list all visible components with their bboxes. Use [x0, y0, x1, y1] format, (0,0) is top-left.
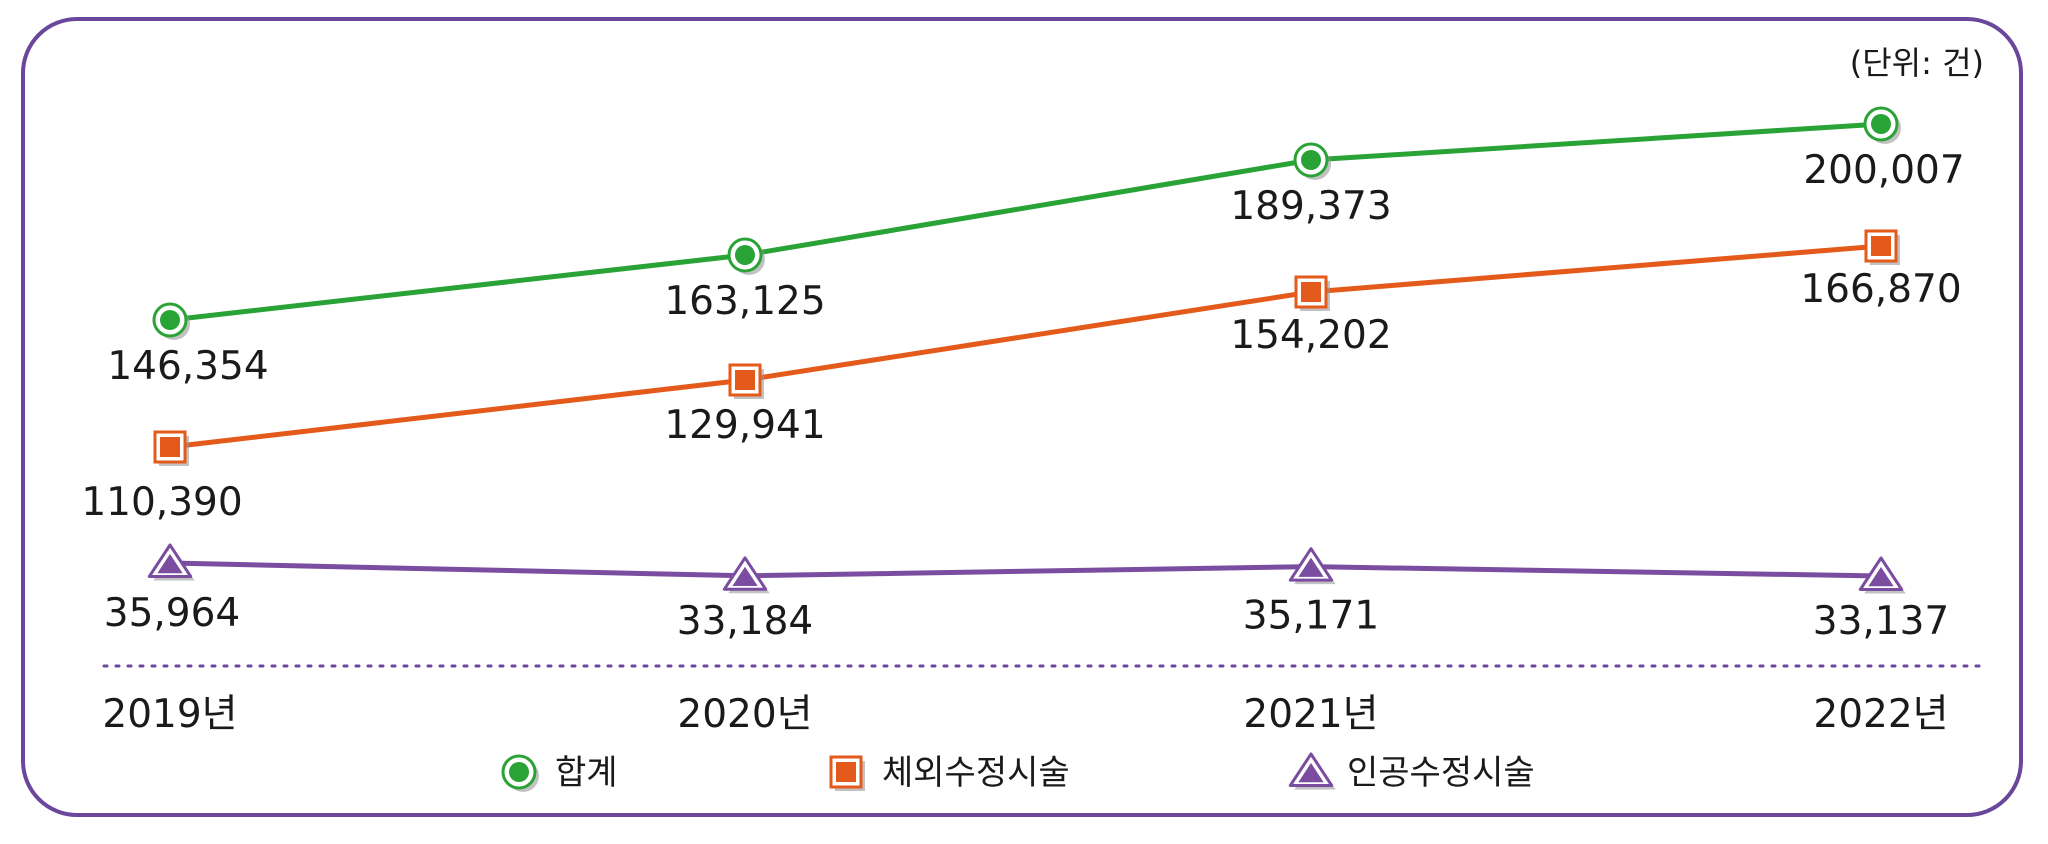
data-point-marker: [147, 543, 195, 581]
data-point-marker: [153, 430, 189, 466]
data-point-marker: [728, 363, 764, 399]
data-label: 154,202: [1230, 313, 1391, 358]
data-label: 33,184: [677, 599, 813, 644]
data-label: 200,007: [1803, 148, 1964, 193]
x-tick-label: 2019년: [102, 692, 237, 737]
data-label: 129,941: [664, 403, 825, 448]
legend-marker: [1288, 752, 1336, 790]
data-label: 35,964: [104, 591, 240, 636]
data-label: 146,354: [107, 344, 268, 389]
unit-label: (단위: 건): [1849, 44, 1984, 82]
legend-label: 체외수정시술: [882, 753, 1070, 793]
series-line-3: [169, 560, 1882, 579]
data-point-marker: [1864, 229, 1900, 265]
data-point-marker: [152, 302, 190, 340]
legend-label: 인공수정시술: [1347, 753, 1535, 793]
data-label: 163,125: [664, 279, 825, 324]
data-point-marker: [1863, 106, 1901, 144]
legend-item: 체외수정시술: [829, 753, 1070, 793]
legend-marker: [501, 754, 539, 792]
legend-item: 인공수정시술: [1288, 752, 1535, 793]
series-line-1: [169, 121, 1882, 323]
data-point-marker: [1294, 275, 1330, 311]
data-label: 166,870: [1800, 267, 1961, 312]
chart-frame: [21, 17, 2023, 817]
legend-marker: [829, 755, 865, 791]
data-label: 189,373: [1230, 184, 1391, 229]
series-line-2: [169, 243, 1882, 450]
x-tick-label: 2022년: [1813, 692, 1948, 737]
data-point-marker: [1858, 556, 1906, 594]
data-label: 35,171: [1243, 594, 1379, 639]
legend-item: 합계: [501, 753, 618, 793]
data-point-marker: [722, 556, 770, 594]
data-point-marker: [727, 237, 765, 275]
data-point-marker: [1288, 547, 1336, 585]
legend-label: 합계: [555, 753, 618, 793]
data-point-marker: [1293, 142, 1331, 180]
data-label: 110,390: [81, 480, 242, 525]
x-tick-label: 2020년: [677, 692, 812, 737]
data-label: 33,137: [1813, 599, 1949, 644]
x-tick-label: 2021년: [1243, 692, 1378, 737]
